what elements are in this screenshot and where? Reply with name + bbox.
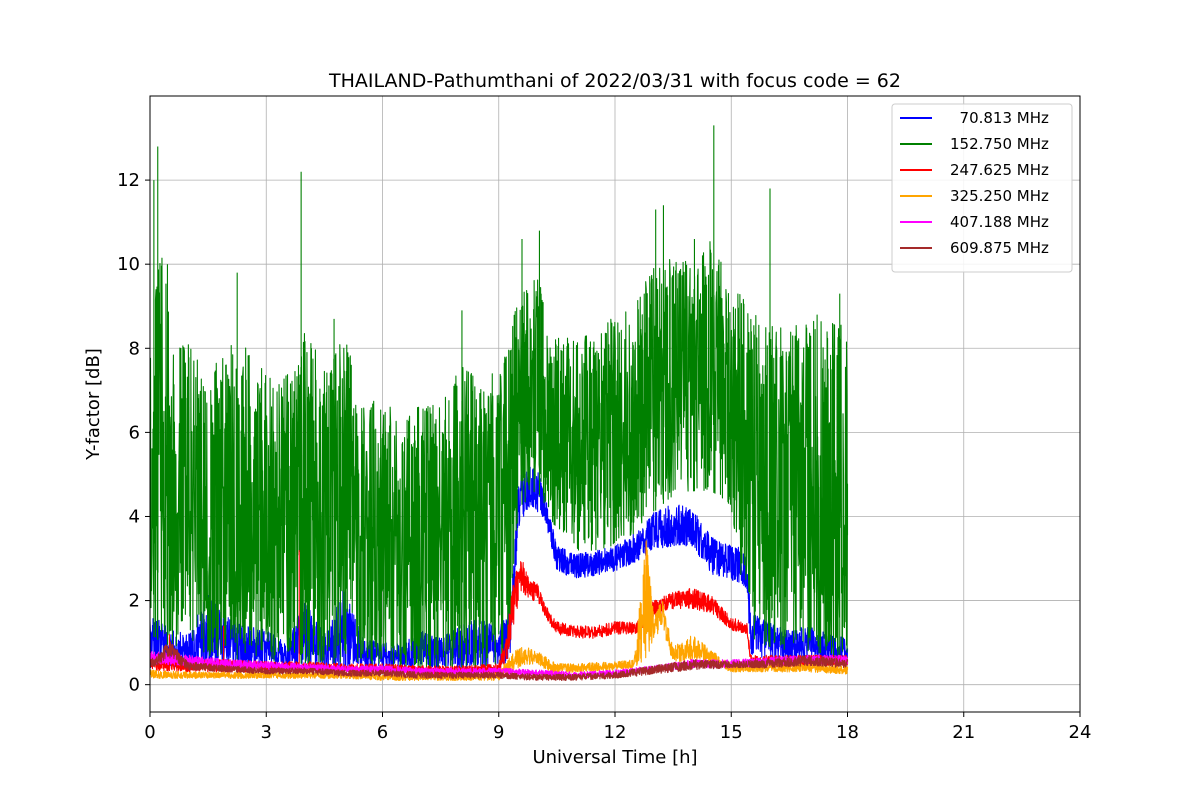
legend-label: 325.250 MHz (950, 187, 1049, 205)
y-tick-label: 6 (129, 422, 140, 443)
legend-box (891, 103, 1073, 273)
y-tick-label: 4 (129, 506, 140, 527)
x-tick-label: 0 (144, 722, 155, 743)
series-line (150, 466, 849, 669)
series-line (150, 125, 849, 673)
x-tick-label: 6 (377, 722, 388, 743)
y-tick-label: 12 (117, 170, 140, 191)
series-line (150, 641, 849, 681)
x-tick-label: 21 (952, 722, 975, 743)
x-tick-label: 9 (493, 722, 504, 743)
plot-area (150, 125, 849, 682)
y-tick-label: 2 (129, 591, 140, 612)
legend-label: 152.750 MHz (950, 135, 1049, 153)
x-tick-label: 18 (836, 722, 859, 743)
x-tick-label: 12 (604, 722, 627, 743)
y-tick-label: 8 (129, 338, 140, 359)
y-tick-label: 0 (129, 675, 140, 696)
x-tick-label: 3 (261, 722, 272, 743)
legend-label: 70.813 MHz (950, 109, 1049, 127)
x-tick-label: 24 (1069, 722, 1092, 743)
chart-title: THAILAND-Pathumthani of 2022/03/31 with … (328, 70, 901, 92)
legend-label: 609.875 MHz (950, 239, 1049, 257)
legend-label: 407.188 MHz (950, 213, 1049, 231)
x-axis-label: Universal Time [h] (532, 747, 697, 768)
y-axis-label: Y-factor [dB] (83, 348, 104, 461)
y-tick-label: 10 (117, 254, 140, 275)
x-tick-label: 15 (720, 722, 743, 743)
legend-label: 247.625 MHz (950, 161, 1049, 179)
legend: 70.813 MHz 152.750 MHz 247.625 MHz 325.250 … (891, 103, 1073, 273)
